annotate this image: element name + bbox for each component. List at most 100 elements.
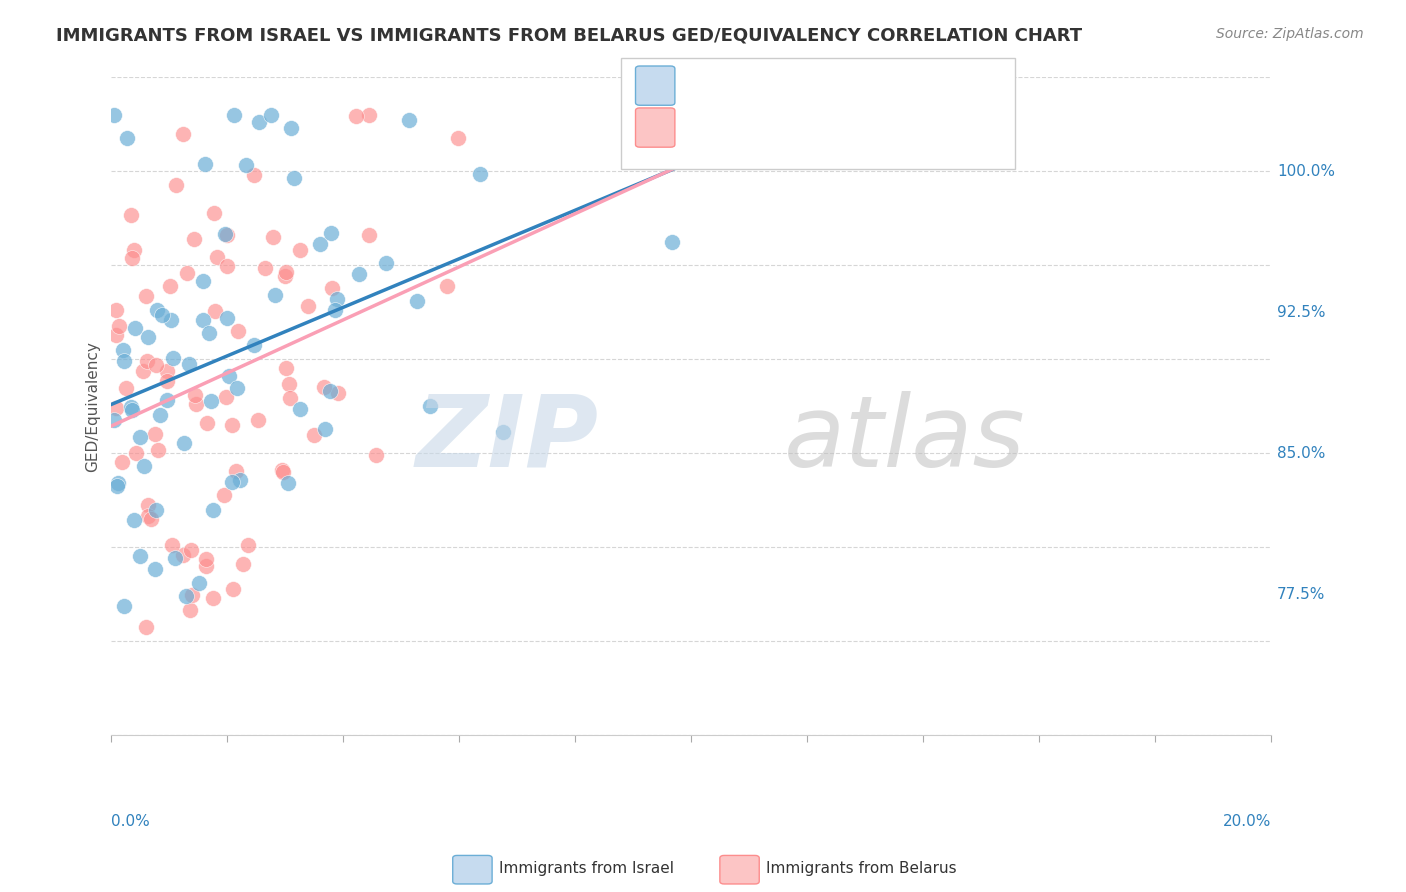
Point xyxy=(141,512,163,526)
Point xyxy=(176,266,198,280)
Point xyxy=(212,488,235,502)
Point xyxy=(278,392,301,406)
Point xyxy=(243,168,266,182)
Point xyxy=(132,459,155,474)
Point xyxy=(104,401,127,416)
Point xyxy=(162,351,184,365)
Point xyxy=(468,167,491,181)
Point xyxy=(103,413,125,427)
Point xyxy=(201,591,224,606)
Point xyxy=(138,329,160,343)
Point xyxy=(194,551,217,566)
Point xyxy=(263,288,285,302)
Point xyxy=(104,328,127,343)
Point xyxy=(271,465,294,479)
Text: atlas: atlas xyxy=(785,391,1026,488)
Point xyxy=(200,394,222,409)
Point xyxy=(254,260,277,275)
Point xyxy=(228,473,250,487)
Point xyxy=(247,413,270,427)
Point xyxy=(107,476,129,491)
Point xyxy=(194,559,217,574)
Point xyxy=(273,269,295,284)
Point xyxy=(277,476,299,491)
Point xyxy=(146,442,169,457)
Point xyxy=(194,157,217,171)
Point xyxy=(110,455,132,469)
Point xyxy=(156,364,179,378)
Point xyxy=(357,227,380,242)
Point xyxy=(143,426,166,441)
Point xyxy=(104,303,127,318)
Point xyxy=(283,171,305,186)
Point xyxy=(224,108,246,122)
Point xyxy=(277,376,299,391)
Point xyxy=(173,436,195,450)
Point xyxy=(326,385,349,400)
Text: Immigrants from Belarus: Immigrants from Belarus xyxy=(766,862,957,876)
Point xyxy=(135,620,157,634)
Point xyxy=(297,299,319,313)
Point xyxy=(349,267,371,281)
Point xyxy=(120,400,142,414)
Point xyxy=(179,357,201,371)
Point xyxy=(121,251,143,265)
Text: 77.5%: 77.5% xyxy=(1277,587,1326,601)
Point xyxy=(344,109,367,123)
Point xyxy=(180,543,202,558)
Point xyxy=(112,343,135,357)
Point xyxy=(436,279,458,293)
Point xyxy=(174,589,197,603)
Point xyxy=(447,130,470,145)
Point xyxy=(398,112,420,127)
Text: 20.0%: 20.0% xyxy=(1223,814,1271,829)
Point xyxy=(323,303,346,318)
Point xyxy=(205,250,228,264)
Point xyxy=(321,281,343,295)
Text: R = 0.303    N = 65: R = 0.303 N = 65 xyxy=(682,76,889,95)
Point xyxy=(226,324,249,338)
Point xyxy=(183,232,205,246)
Text: R = 0.207    N = 74: R = 0.207 N = 74 xyxy=(682,118,889,137)
Text: Immigrants from Israel: Immigrants from Israel xyxy=(499,862,673,876)
Point xyxy=(204,303,226,318)
Point xyxy=(156,392,179,407)
Point xyxy=(314,422,336,436)
Point xyxy=(318,384,340,399)
Point xyxy=(226,381,249,395)
Point xyxy=(181,588,204,602)
Point xyxy=(405,294,427,309)
Point xyxy=(132,364,155,378)
Point xyxy=(217,227,239,242)
Point xyxy=(103,108,125,122)
Point xyxy=(309,237,332,252)
Point xyxy=(128,430,150,444)
Point xyxy=(661,235,683,249)
Point xyxy=(159,278,181,293)
Point xyxy=(145,503,167,517)
Point xyxy=(312,380,335,394)
Point xyxy=(217,259,239,273)
Point xyxy=(186,397,208,411)
Point xyxy=(172,548,194,562)
Point xyxy=(125,445,148,459)
Point xyxy=(325,292,347,306)
Point xyxy=(156,375,179,389)
Point xyxy=(243,338,266,352)
Point xyxy=(184,388,207,402)
Point xyxy=(150,308,173,322)
Point xyxy=(172,127,194,141)
Point xyxy=(136,509,159,524)
Point xyxy=(419,399,441,413)
Point xyxy=(145,562,167,576)
Point xyxy=(198,326,221,341)
Point xyxy=(128,549,150,564)
Point xyxy=(274,360,297,375)
Point xyxy=(218,369,240,384)
Point xyxy=(364,448,387,462)
Point xyxy=(201,503,224,517)
Text: 92.5%: 92.5% xyxy=(1277,305,1326,319)
Point xyxy=(112,599,135,614)
Text: 85.0%: 85.0% xyxy=(1277,446,1326,460)
Point xyxy=(260,108,283,122)
